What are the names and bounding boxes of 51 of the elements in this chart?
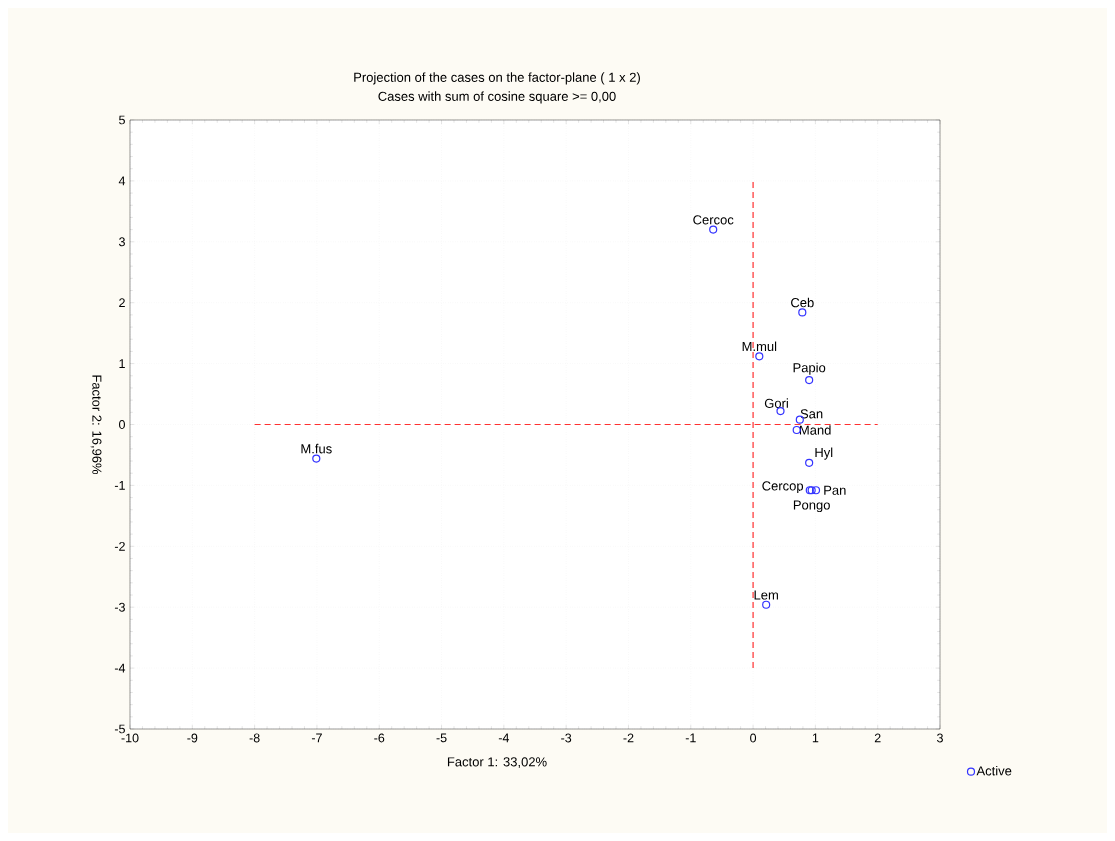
annotation: Papio bbox=[793, 362, 826, 375]
annotation: M.fus bbox=[301, 443, 332, 454]
x-tick-label: -3 bbox=[561, 733, 572, 743]
annotation: Cercop bbox=[762, 481, 804, 494]
annotation: Lem bbox=[754, 590, 778, 600]
chart-subtitle: Cases with sum of cosine square >= 0,00 bbox=[378, 91, 616, 104]
point bbox=[709, 225, 718, 234]
legend-label: Active bbox=[976, 765, 1012, 776]
point bbox=[805, 458, 814, 467]
x-tick-label: 0 bbox=[750, 733, 757, 743]
chart-title: Projection of the cases on the factor-plane ( 1 x 2) bbox=[354, 72, 640, 85]
y-tick-label: -1 bbox=[114, 481, 125, 490]
x-tick-label: -4 bbox=[498, 733, 510, 743]
annotation: Hyl bbox=[815, 447, 833, 460]
point bbox=[811, 486, 821, 495]
x-tick-label: 2 bbox=[874, 733, 881, 743]
x-tick-label: -8 bbox=[249, 733, 260, 743]
y-tick-label: -4 bbox=[114, 663, 126, 673]
annotation: Cercoc bbox=[693, 215, 734, 225]
y-tick-label: 3 bbox=[118, 237, 125, 247]
point bbox=[762, 600, 771, 609]
y-tick-label: 5 bbox=[119, 115, 125, 125]
annotation: M.mul bbox=[742, 341, 777, 352]
annotation: Pongo bbox=[793, 500, 830, 513]
x-tick-label: -2 bbox=[623, 733, 634, 743]
x-tick-label: -9 bbox=[187, 733, 198, 743]
x-axis-title: Factor 1: 33,02% bbox=[447, 757, 547, 768]
y-tick-label: 0 bbox=[119, 420, 125, 429]
y-tick-label: -3 bbox=[114, 602, 125, 612]
x-tick-label: 3 bbox=[937, 733, 943, 743]
x-tick-label: -7 bbox=[311, 733, 322, 743]
x-tick-label: -10 bbox=[121, 733, 139, 743]
annotation: Gori bbox=[764, 398, 788, 408]
x-tick-label: -6 bbox=[374, 733, 385, 743]
y-tick-label: -2 bbox=[114, 541, 125, 551]
x-tick-label: -1 bbox=[685, 733, 696, 743]
annotation: San bbox=[800, 409, 823, 419]
point bbox=[755, 352, 764, 361]
annotation: Ceb bbox=[791, 297, 814, 308]
x-tick-label: 1 bbox=[812, 733, 819, 743]
point bbox=[805, 375, 814, 385]
point bbox=[798, 308, 807, 317]
annotation: Mand bbox=[799, 425, 831, 435]
annotation: Pan bbox=[824, 485, 846, 495]
y-tick-label: 1 bbox=[119, 359, 125, 368]
y-tick-label: -5 bbox=[114, 724, 125, 734]
y-axis-title: Factor 2: 16,96% bbox=[90, 375, 102, 475]
y-tick-label: 2 bbox=[119, 298, 125, 308]
point bbox=[312, 454, 321, 463]
x-tick-label: -5 bbox=[436, 733, 447, 743]
y-tick-label: 4 bbox=[118, 176, 126, 186]
